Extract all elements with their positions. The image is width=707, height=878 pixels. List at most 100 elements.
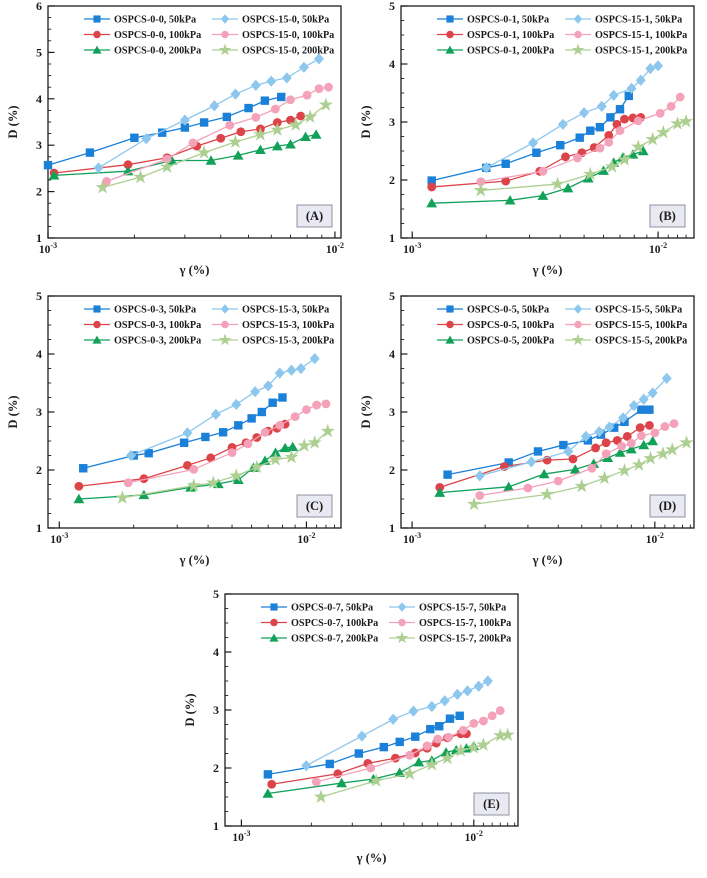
legend-label: OSPCS-0-5, 50kPa bbox=[467, 305, 549, 316]
legend-label: OSPCS-0-7, 50kPa bbox=[291, 603, 373, 614]
legend-label: OSPCS-0-1, 50kPa bbox=[467, 15, 549, 26]
svg-text:5: 5 bbox=[389, 289, 395, 303]
svg-text:3: 3 bbox=[213, 703, 219, 717]
legend-item: OSPCS-15-1, 200kPa bbox=[565, 43, 687, 57]
x-axis-label: γ (%) bbox=[179, 263, 210, 277]
legend-item: OSPCS-0-3, 200kPa bbox=[84, 336, 201, 347]
svg-text:3: 3 bbox=[36, 405, 42, 419]
series-ospcs-15-0-50kpa bbox=[93, 53, 324, 174]
subplot-b: 1 2 3 4 5 10-3 10-2 D (%) γ (%) OSPCS-0-1, 50kPa O… bbox=[357, 0, 703, 290]
legend-label: OSPCS-0-7, 200kPa bbox=[291, 634, 378, 645]
svg-text:10-2: 10-2 bbox=[649, 241, 667, 256]
series-ospcs-0-1-50kpa bbox=[427, 91, 633, 185]
svg-text:10-2: 10-2 bbox=[646, 531, 664, 546]
legend-item: OSPCS-15-3, 200kPa bbox=[212, 333, 334, 347]
legend-label: OSPCS-0-3, 200kPa bbox=[114, 336, 201, 347]
svg-text:(A): (A) bbox=[306, 209, 323, 223]
series-ospcs-15-0-200kpa bbox=[95, 97, 333, 194]
legend: OSPCS-0-5, 50kPa OSPCS-0-5, 100kPa OSPCS-0… bbox=[437, 304, 687, 347]
legend-item: OSPCS-0-3, 100kPa bbox=[84, 320, 201, 331]
series-ospcs-15-3-50kpa bbox=[125, 353, 320, 462]
legend: OSPCS-0-1, 50kPa OSPCS-0-1, 100kPa OSPCS-0… bbox=[437, 14, 687, 57]
x-axis-label: γ (%) bbox=[532, 263, 563, 277]
legend-item: OSPCS-0-7, 100kPa bbox=[261, 618, 378, 629]
legend-item: OSPCS-15-0, 100kPa bbox=[212, 30, 334, 41]
y-axis-label: D (%) bbox=[183, 694, 197, 727]
legend-label: OSPCS-15-5, 200kPa bbox=[595, 336, 687, 347]
series-ospcs-15-3-200kpa bbox=[115, 423, 335, 504]
legend-label: OSPCS-15-1, 50kPa bbox=[595, 15, 682, 26]
series-ospcs-15-5-100kpa bbox=[475, 419, 679, 500]
svg-text:5: 5 bbox=[213, 587, 219, 601]
legend-item: OSPCS-0-1, 100kPa bbox=[437, 30, 554, 41]
legend-item: OSPCS-0-5, 100kPa bbox=[437, 320, 554, 331]
legend-label: OSPCS-0-1, 100kPa bbox=[467, 30, 554, 41]
subplot-e: 1 2 3 4 5 10-3 10-2 D (%) γ (%) OSPCS-0-7, 50kPa O… bbox=[181, 587, 527, 878]
svg-text:10-2: 10-2 bbox=[465, 829, 483, 844]
svg-text:10-2: 10-2 bbox=[297, 531, 315, 546]
legend-item: OSPCS-15-0, 200kPa bbox=[212, 43, 334, 57]
y-axis-label: D (%) bbox=[6, 396, 20, 429]
svg-text:4: 4 bbox=[36, 92, 42, 106]
legend-item: OSPCS-15-0, 50kPa bbox=[212, 14, 329, 26]
svg-text:2: 2 bbox=[36, 463, 42, 477]
legend-label: OSPCS-15-3, 50kPa bbox=[242, 305, 329, 316]
svg-text:10-2: 10-2 bbox=[326, 241, 344, 256]
series-ospcs-15-5-200kpa bbox=[466, 435, 694, 511]
series-ospcs-0-0-50kpa bbox=[43, 92, 286, 170]
legend-label: OSPCS-0-5, 100kPa bbox=[467, 320, 554, 331]
svg-text:3: 3 bbox=[36, 138, 42, 152]
legend: OSPCS-0-0, 50kPa OSPCS-0-0, 100kPa OSPCS-0… bbox=[84, 14, 334, 57]
svg-text:4: 4 bbox=[213, 645, 219, 659]
svg-text:10-3: 10-3 bbox=[403, 241, 421, 256]
x-axis-label: γ (%) bbox=[532, 553, 563, 567]
svg-text:2: 2 bbox=[389, 173, 395, 187]
legend-label: OSPCS-15-1, 100kPa bbox=[595, 30, 687, 41]
svg-text:1: 1 bbox=[389, 521, 395, 535]
legend-item: OSPCS-0-5, 50kPa bbox=[437, 305, 549, 316]
legend-item: OSPCS-15-5, 50kPa bbox=[565, 304, 682, 316]
legend-item: OSPCS-0-0, 50kPa bbox=[84, 15, 196, 26]
legend-label: OSPCS-0-3, 50kPa bbox=[114, 305, 196, 316]
legend-item: OSPCS-0-5, 200kPa bbox=[437, 336, 554, 347]
legend-label: OSPCS-15-5, 50kPa bbox=[595, 305, 682, 316]
svg-text:10-3: 10-3 bbox=[403, 531, 421, 546]
series-ospcs-0-3-200kpa bbox=[73, 441, 299, 504]
panel-label: (A) bbox=[296, 204, 333, 228]
svg-text:1: 1 bbox=[36, 231, 42, 245]
legend-label: OSPCS-15-5, 100kPa bbox=[595, 320, 687, 331]
series-ospcs-0-3-100kpa bbox=[74, 419, 290, 491]
legend-label: OSPCS-15-7, 50kPa bbox=[419, 603, 506, 614]
series-ospcs-15-1-100kpa bbox=[476, 92, 685, 187]
svg-text:4: 4 bbox=[389, 347, 395, 361]
axis-ticks: 1 2 3 4 5 6 10-3 10-2 bbox=[36, 0, 344, 256]
legend-item: OSPCS-15-5, 200kPa bbox=[565, 333, 687, 347]
svg-text:3: 3 bbox=[389, 405, 395, 419]
legend-label: OSPCS-0-0, 200kPa bbox=[114, 46, 201, 57]
subplot-c: 1 2 3 4 5 10-3 10-2 D (%) γ (%) OSPCS-0-3, 50kPa O… bbox=[4, 289, 350, 580]
svg-text:1: 1 bbox=[389, 231, 395, 245]
svg-text:(B): (B) bbox=[659, 209, 676, 223]
legend-item: OSPCS-0-7, 200kPa bbox=[261, 634, 378, 645]
legend-label: OSPCS-0-0, 50kPa bbox=[114, 15, 196, 26]
series-ospcs-15-1-200kpa bbox=[473, 113, 694, 197]
legend-label: OSPCS-0-0, 100kPa bbox=[114, 30, 201, 41]
legend-item: OSPCS-0-7, 50kPa bbox=[261, 603, 373, 614]
series-ospcs-0-7-50kpa bbox=[263, 711, 464, 779]
legend-item: OSPCS-15-3, 100kPa bbox=[212, 320, 334, 331]
x-axis-label: γ (%) bbox=[179, 553, 210, 567]
svg-text:(D): (D) bbox=[659, 499, 676, 513]
legend-label: OSPCS-0-7, 100kPa bbox=[291, 618, 378, 629]
svg-text:5: 5 bbox=[36, 289, 42, 303]
legend-label: OSPCS-15-1, 200kPa bbox=[595, 46, 687, 57]
legend-item: OSPCS-0-0, 200kPa bbox=[84, 46, 201, 57]
series-ospcs-15-0-100kpa bbox=[102, 82, 333, 186]
svg-text:1: 1 bbox=[213, 819, 219, 833]
legend-item: OSPCS-15-7, 200kPa bbox=[389, 631, 511, 645]
legend-item: OSPCS-15-1, 50kPa bbox=[565, 14, 682, 26]
legend-label: OSPCS-15-0, 100kPa bbox=[242, 30, 334, 41]
legend-label: OSPCS-15-0, 200kPa bbox=[242, 46, 334, 57]
